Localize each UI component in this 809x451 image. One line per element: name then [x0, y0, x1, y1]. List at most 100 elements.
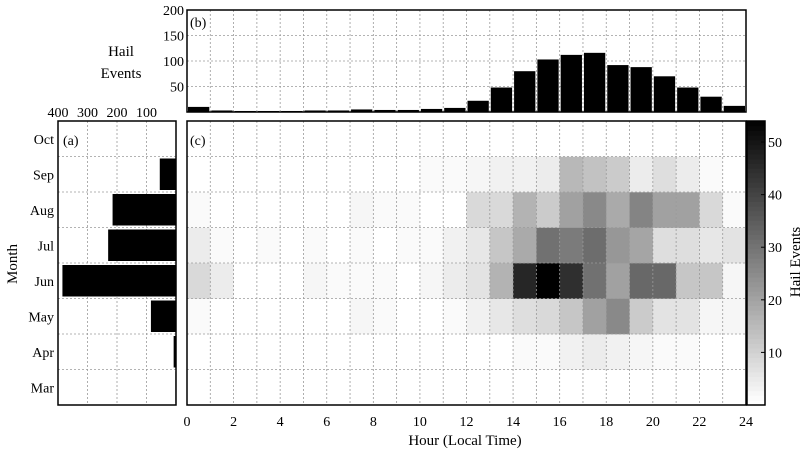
panel-c-cell [559, 263, 584, 299]
panel-c-cell [466, 334, 491, 370]
panel-a-ylabel: Month [5, 244, 21, 285]
panel-b-letter: (b) [190, 16, 207, 31]
colorbar-segment [747, 338, 765, 344]
panel-c-cell [256, 121, 281, 157]
panel-c-cell [582, 121, 607, 157]
panel-c-cell [443, 156, 467, 193]
colorbar-segment [747, 239, 765, 245]
panel-b-bar [490, 87, 513, 112]
panel-c-cell [280, 227, 304, 264]
panel-c-cell [513, 334, 537, 370]
panel-c-cell [489, 334, 514, 370]
colorbar-segment [747, 291, 765, 297]
panel-c-cell [489, 263, 514, 299]
panel-c-cell [187, 121, 211, 157]
panel-c-cell [210, 369, 234, 406]
panel-c-cell [326, 334, 351, 370]
panel-c-cell [373, 298, 397, 335]
panel-c-cell [419, 334, 444, 370]
panel-c-cell [303, 192, 328, 228]
panel-c-cell [699, 227, 724, 264]
panel-c-cell [373, 263, 397, 299]
panel-c-cell [582, 192, 607, 228]
panel-c-cell [513, 298, 537, 335]
panel-b-hourly-bar-chart: 50 100 150 200 [163, 4, 747, 113]
colorbar-segment [747, 400, 765, 406]
panel-c-cell [699, 334, 724, 370]
panel-c-cell [326, 369, 351, 406]
panel-c-cell [187, 298, 211, 335]
panel-c-cell [187, 263, 211, 299]
panel-c-cell [513, 121, 537, 157]
panel-b-ytick-label: 100 [163, 55, 184, 70]
panel-c-cell [210, 298, 234, 335]
panel-c-cell [350, 121, 374, 157]
panel-c-cell [722, 121, 747, 157]
panel-c-cell [419, 369, 444, 406]
colorbar-segment [747, 263, 765, 269]
panel-c-cell [373, 334, 397, 370]
panel-b-bar [677, 87, 699, 112]
panel-c-cell [676, 334, 700, 370]
colorbar-segment [747, 187, 765, 193]
panel-c-cell [396, 298, 421, 335]
panel-c-cell [280, 334, 304, 370]
colorbar-segment [747, 296, 765, 302]
panel-c-cell [722, 227, 747, 264]
colorbar-segment [747, 210, 765, 217]
colorbar-segment [747, 352, 765, 359]
panel-b-bar [304, 110, 326, 112]
colorbar-segment [747, 139, 765, 146]
panel-c-cell [582, 298, 607, 335]
panel-c-cell [350, 369, 374, 406]
panel-c-cell [443, 298, 467, 335]
panel-b-ytick-label: 150 [163, 30, 184, 45]
panel-c-cell [210, 121, 234, 157]
panel-c-cell [629, 263, 654, 299]
panel-c-cell [303, 334, 328, 370]
panel-c-cell [350, 227, 374, 264]
panel-c-cell [652, 121, 677, 157]
panel-c-cell [466, 263, 491, 299]
panel-c-frame [186, 120, 747, 406]
panel-c-cell [559, 121, 584, 157]
panel-a-bar [108, 229, 176, 261]
panel-c-xtick-label: 24 [739, 415, 753, 430]
panel-a-month-label: Oct [34, 133, 54, 148]
panel-c-xtick-label: 6 [323, 415, 330, 430]
colorbar-segment [747, 248, 765, 254]
panel-c-cell [489, 227, 514, 264]
panel-c-cell [466, 156, 491, 193]
panel-c-cell [280, 192, 304, 228]
panel-c-cell [676, 156, 700, 193]
panel-c-cell [582, 263, 607, 299]
panel-c-cell [419, 156, 444, 193]
panel-c-cell [443, 227, 467, 264]
panel-a-frame [57, 120, 177, 406]
panel-c-xtick-label: 16 [553, 415, 567, 430]
panel-c-cell [396, 263, 421, 299]
colorbar-segment [747, 362, 765, 368]
panel-a-xtick-label: 100 [136, 106, 157, 121]
panel-c-xtick-label: 10 [413, 415, 427, 430]
panel-c-cell [606, 334, 630, 370]
panel-c-cell [699, 156, 724, 193]
panel-a-month-label: Aug [30, 204, 54, 219]
colorbar-segment [747, 329, 765, 335]
panel-c-cell [396, 156, 421, 193]
panel-c-xtick-label: 14 [506, 415, 520, 430]
panel-c-cell [443, 121, 467, 157]
panel-c-cell [256, 369, 281, 406]
panel-c-cell [652, 263, 677, 299]
panel-c-cell [350, 298, 374, 335]
panel-c-cell [722, 263, 747, 299]
panel-c-cell [489, 192, 514, 228]
panel-c-cell [606, 227, 630, 264]
colorbar-segment [747, 286, 765, 292]
panel-a-month-label: Jul [38, 239, 54, 254]
colorbar-segment [747, 182, 765, 188]
colorbar-tick-label: 10 [768, 346, 782, 361]
panel-c-cell [233, 334, 258, 370]
panel-c-xtick-label: 18 [599, 415, 613, 430]
